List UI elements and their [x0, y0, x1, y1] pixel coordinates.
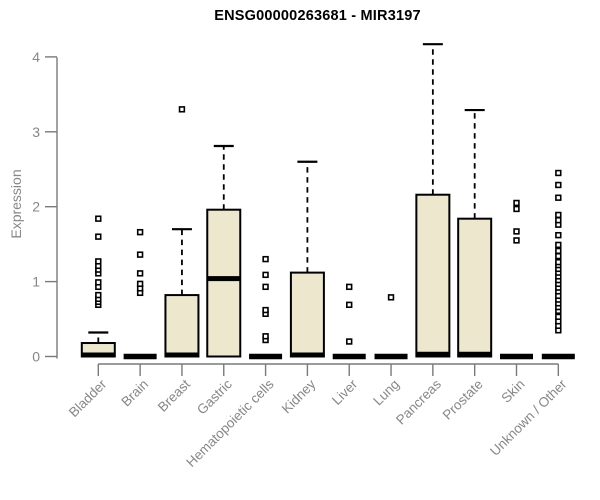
median-line [416, 351, 450, 357]
outlier-point [95, 279, 102, 286]
outlier-point [95, 258, 102, 265]
y-tick-label: 4 [32, 49, 40, 65]
box-rect [415, 193, 451, 358]
box-rect [457, 217, 493, 358]
outlier-point [346, 283, 353, 291]
y-tick-label: 2 [32, 199, 40, 215]
outlier-point [555, 181, 562, 189]
median-line [458, 351, 492, 357]
x-category-label: Unknown / Other [487, 376, 570, 459]
collapsed-box [332, 353, 366, 360]
box-gastric [206, 144, 242, 358]
outlier-point [262, 255, 269, 263]
outlier-point [555, 258, 562, 266]
median-line [81, 352, 115, 358]
outlier-point [136, 251, 144, 258]
y-tick-label: 0 [32, 349, 40, 365]
outlier-point [262, 333, 269, 340]
x-category-label: Gastric [194, 376, 235, 417]
x-category-label: Bladder [66, 376, 110, 420]
box-kidney [289, 160, 325, 358]
y-tick-label: 1 [32, 274, 40, 290]
outlier-point [262, 283, 269, 291]
outlier-point [346, 301, 353, 309]
outlier-point [555, 241, 562, 249]
outlier-point [136, 270, 144, 277]
box-unknown-other [541, 169, 575, 360]
box-lung [374, 294, 408, 360]
outlier-point [95, 215, 102, 222]
outlier-point [136, 280, 144, 288]
x-category-label: Brain [118, 377, 151, 410]
box-bladder [80, 215, 116, 358]
outlier-point [555, 313, 562, 321]
outlier-point [513, 199, 520, 207]
x-category-label: Kidney [279, 376, 319, 416]
outlier-point [513, 237, 520, 244]
outlier-point [555, 169, 562, 177]
outlier-point [555, 211, 562, 219]
outlier-point [95, 291, 102, 299]
outlier-point [95, 233, 102, 240]
outlier-point [262, 271, 269, 279]
x-category-label: Liver [329, 376, 361, 408]
chart-title: ENSG00000263681 - MIR3197 [214, 8, 421, 24]
median-line [207, 276, 241, 282]
outlier-point [513, 205, 520, 213]
x-category-label: Pancreas [393, 376, 444, 427]
x-category-label: Lung [370, 377, 402, 409]
outlier-point [555, 231, 562, 239]
y-tick-label: 3 [32, 124, 40, 140]
outlier-point [513, 228, 520, 235]
median-line [165, 352, 199, 358]
median-line [290, 352, 324, 358]
collapsed-box [374, 353, 408, 360]
outlier-point [555, 216, 562, 224]
box-prostate [457, 108, 493, 358]
collapsed-box [500, 353, 533, 360]
y-axis-label: Expression [8, 169, 24, 239]
box-brain [123, 228, 157, 360]
box-rect [206, 208, 242, 358]
collapsed-box [541, 353, 575, 360]
outlier-point [262, 306, 269, 314]
x-category-label: Breast [155, 376, 193, 414]
collapsed-box [249, 353, 283, 360]
outlier-point [555, 247, 562, 255]
outlier-point [555, 194, 562, 201]
box-hematopoietic-cells [249, 255, 283, 360]
outlier-point [136, 228, 144, 236]
box-liver [332, 283, 366, 360]
outlier-point [387, 294, 395, 301]
outlier-point [346, 338, 353, 345]
x-category-label: Skin [498, 377, 527, 406]
box-breast [164, 106, 200, 358]
box-rect [164, 294, 200, 358]
box-pancreas [415, 43, 451, 358]
collapsed-box [123, 353, 157, 360]
x-category-label: Prostate [440, 377, 486, 423]
outlier-point [178, 106, 186, 113]
outlier-point [555, 252, 562, 260]
box-skin [500, 199, 533, 360]
box-rect [289, 271, 325, 358]
